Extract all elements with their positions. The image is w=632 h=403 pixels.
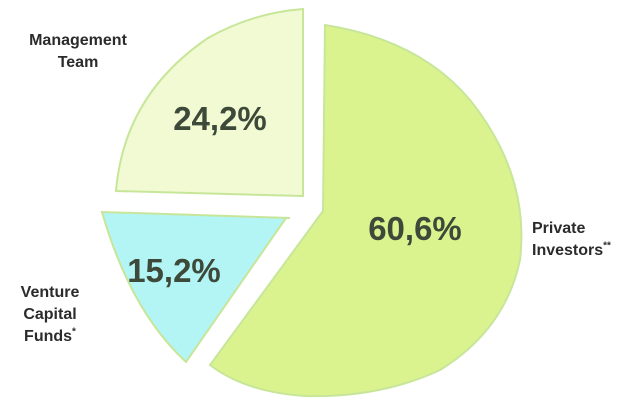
value-management-team: 24,2% xyxy=(173,100,267,137)
label-management-team: Management Team xyxy=(16,30,140,74)
label-private-marker: ** xyxy=(603,240,611,252)
label-venture-capital-funds: Venture Capital Funds* xyxy=(8,282,92,348)
label-venture-line3-wrap: Funds* xyxy=(8,326,92,348)
value-venture-capital-funds: 15,2% xyxy=(127,252,221,289)
label-venture-marker: * xyxy=(72,326,76,338)
slice-management-team xyxy=(114,7,304,198)
slice-private-investors xyxy=(208,23,523,398)
label-private-line2: Investors xyxy=(532,242,604,259)
label-venture-line2: Capital xyxy=(23,306,77,323)
label-private-investors: Private Investors** xyxy=(532,218,632,262)
label-private-line2-wrap: Investors** xyxy=(532,240,632,262)
label-management-line1: Management xyxy=(29,32,127,49)
value-private-investors: 60,6% xyxy=(368,210,462,247)
label-venture-line1: Venture xyxy=(20,284,80,301)
label-venture-line3: Funds xyxy=(24,328,73,345)
label-private-line1: Private xyxy=(532,220,586,237)
label-management-line2: Team xyxy=(57,54,99,71)
slice-venture-capital-funds xyxy=(100,210,291,364)
